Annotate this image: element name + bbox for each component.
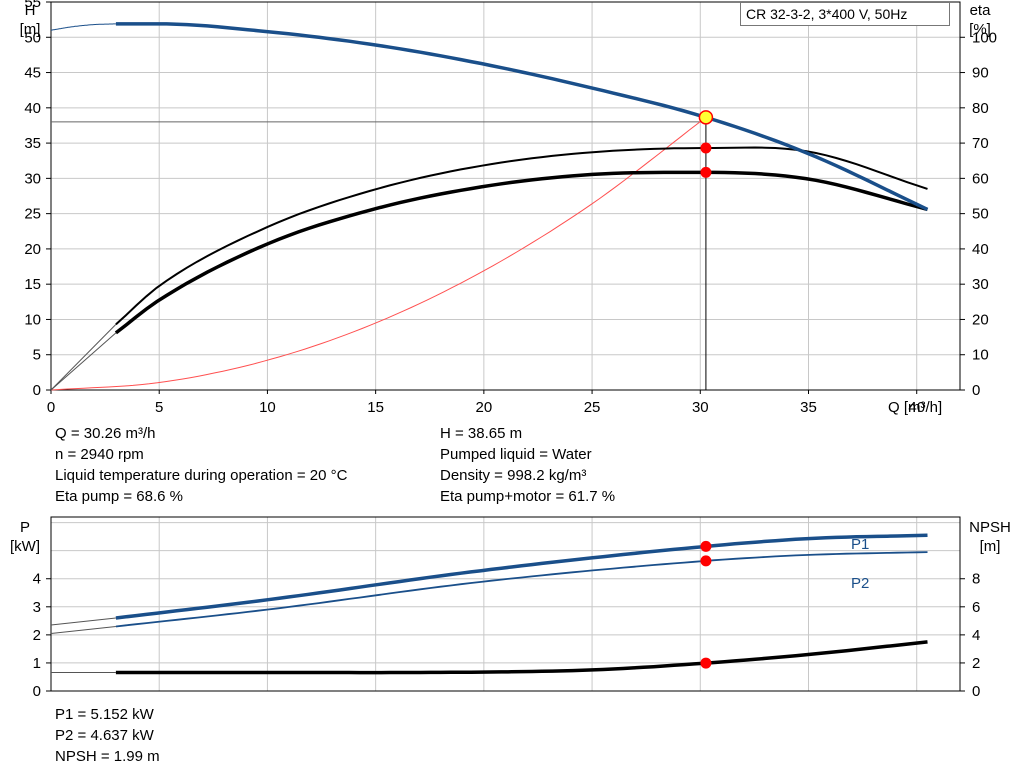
x-tick-label: 40	[908, 399, 925, 416]
x-tick-label: 35	[800, 399, 817, 416]
y-right-tick-label: 90	[972, 65, 989, 82]
info-pumped-liquid: Pumped liquid = Water	[440, 446, 592, 463]
y-left-tick-label: 20	[24, 241, 41, 258]
eta-pump-motor-curve	[114, 170, 928, 335]
y-left-tick-label: 55	[24, 0, 41, 11]
y-right-tick-label: 60	[972, 170, 989, 187]
top-chart: 0 5 10 15 20 25 30 35 40 0 5 10 15 20 25 30 35 40 45 50 55 0 1…	[20, 0, 997, 416]
bottom-chart: 0 1 2 3 4 0 2 4 6 8 P [kW] NPSH [m] P1 P2	[10, 516, 1011, 700]
y-right-axis-label-unit: [%]	[969, 21, 991, 38]
chart-title: CR 32-3-2, 3*400 V, 50Hz	[740, 2, 950, 26]
y-left-tick-label: 45	[24, 65, 41, 82]
x-tick-label: 20	[476, 399, 493, 416]
y-right-tick-label: 20	[972, 311, 989, 328]
info-p2: P2 = 4.637 kW	[55, 727, 154, 744]
y-right-tick-label: 4	[972, 627, 980, 644]
y-right-axis-label-symbol: eta	[970, 2, 992, 19]
y-left-tick-label: 35	[24, 135, 41, 152]
x-tick-label: 30	[692, 399, 709, 416]
p2-series-label: P2	[851, 575, 869, 592]
y-right-tick-label: 80	[972, 100, 989, 117]
p1-series-label: P1	[851, 536, 869, 553]
eta-pump-curve-extension	[50, 324, 117, 391]
plot-frame	[50, 516, 961, 692]
y-right-tick-label: 0	[972, 683, 980, 700]
y-right-tick-label: 70	[972, 135, 989, 152]
npsh-curve	[115, 640, 928, 675]
duty-point-marker	[698, 110, 714, 125]
info-h: H = 38.65 m	[440, 425, 523, 442]
p2-duty-marker	[700, 555, 712, 567]
p1-curve	[115, 533, 928, 620]
info-eta-pump: Eta pump = 68.6 %	[55, 488, 183, 505]
y-left-tick-label: 15	[24, 276, 41, 293]
info-eta-pump-motor: Eta pump+motor = 61.7 %	[440, 488, 616, 505]
y-left-tick-label: 0	[33, 683, 41, 700]
x-tick-label: 5	[155, 399, 163, 416]
eta-total-curve-extension	[50, 332, 117, 391]
eta-pump-duty-marker	[700, 142, 712, 154]
head-curve	[115, 22, 929, 211]
info-p1: P1 = 5.152 kW	[55, 706, 154, 723]
y-left-tick-label: 1	[33, 655, 41, 672]
eta-total-duty-marker	[700, 166, 712, 178]
y-right-tick-label: 40	[972, 241, 989, 258]
y-right-tick-label: 30	[972, 276, 989, 293]
y-left-tick-label: 0	[33, 382, 41, 399]
y-left-axis-label-unit: [m]	[20, 21, 41, 38]
y-right-tick-label: 100	[972, 29, 997, 46]
x-tick-label: 0	[47, 399, 55, 416]
info-npsh: NPSH = 1.99 m	[55, 748, 160, 765]
y-right-tick-label: 50	[972, 206, 989, 223]
npsh-duty-marker	[700, 657, 712, 669]
plot-frame	[50, 1, 961, 391]
y-left-axis-label-symbol: H	[25, 2, 36, 19]
y-left-tick-label: 2	[33, 627, 41, 644]
x-tick-label: 15	[367, 399, 384, 416]
y-left-axis-label-unit: [kW]	[10, 538, 40, 555]
y-right-tick-label: 6	[972, 599, 980, 616]
y-left-tick-label: 40	[24, 100, 41, 117]
y-left-axis-label-symbol: P	[20, 519, 30, 536]
info-speed: n = 2940 rpm	[55, 446, 144, 463]
y-left-tick-label: 50	[24, 29, 41, 46]
x-tick-label: 25	[584, 399, 601, 416]
y-left-tick-label: 3	[33, 599, 41, 616]
p2-curve-extension	[50, 626, 116, 634]
p1-curve-extension	[50, 617, 116, 626]
info-density: Density = 998.2 kg/m³	[440, 467, 587, 484]
y-left-tick-label: 4	[33, 571, 41, 588]
y-left-tick-label: 30	[24, 170, 41, 187]
info-top-right: H = 38.65 m Pumped liquid = Water Densit…	[440, 423, 615, 507]
y-left-tick-label: 25	[24, 206, 41, 223]
x-axis-label: Q [m³/h]	[888, 399, 942, 416]
y-right-axis-label-unit: [m]	[980, 538, 1001, 555]
y-left-tick-label: 10	[24, 311, 41, 328]
y-right-tick-label: 10	[972, 347, 989, 364]
eta-pump-curve	[115, 146, 928, 326]
y-left-tick-label: 5	[33, 347, 41, 364]
p2-curve	[115, 551, 928, 628]
system-curve	[50, 116, 707, 391]
p1-duty-marker	[700, 540, 712, 552]
y-right-tick-label: 8	[972, 571, 980, 588]
y-right-tick-label: 2	[972, 655, 980, 672]
info-bottom: P1 = 5.152 kW P2 = 4.637 kW NPSH = 1.99 …	[55, 704, 160, 767]
y-right-tick-label: 0	[972, 382, 980, 399]
head-curve-extension	[50, 23, 116, 31]
info-liquid-temperature: Liquid temperature during operation = 20…	[55, 467, 348, 484]
y-right-axis-label-symbol: NPSH	[969, 519, 1011, 536]
info-q: Q = 30.26 m³/h	[55, 425, 156, 442]
x-tick-label: 10	[259, 399, 276, 416]
info-top-left: Q = 30.26 m³/h n = 2940 rpm Liquid tempe…	[55, 423, 347, 507]
